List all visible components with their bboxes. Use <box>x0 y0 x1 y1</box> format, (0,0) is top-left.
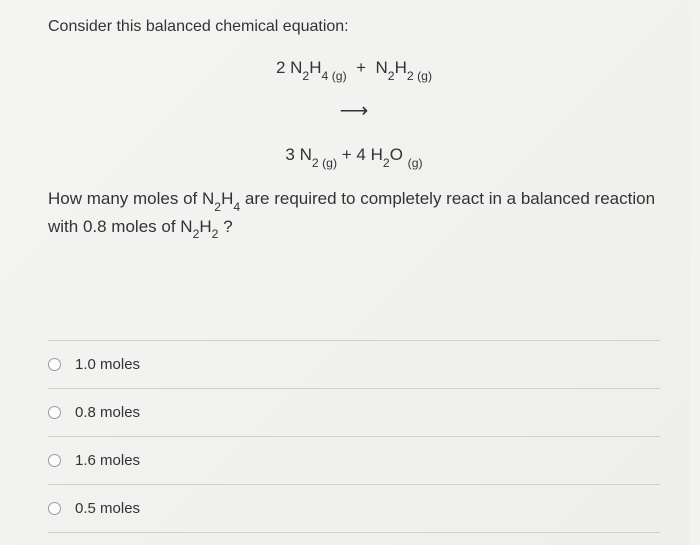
option-label: 0.8 moles <box>75 404 140 421</box>
equation-products: 3 N2 (g) + 4 H2O (g) <box>48 145 660 167</box>
option-row[interactable]: 0.8 moles <box>48 388 660 437</box>
option-row[interactable]: 1.6 moles <box>48 436 660 485</box>
question-text: How many moles of N2H4 are required to c… <box>48 186 660 241</box>
option-row[interactable]: 1.0 moles <box>48 340 660 389</box>
radio-icon[interactable] <box>48 502 61 515</box>
options-list: 1.0 moles 0.8 moles 1.6 moles 0.5 moles <box>48 340 660 533</box>
option-label: 0.5 moles <box>75 500 140 517</box>
equation-reactants: 2 N2H4 (g) + N2H2 (g) <box>48 58 660 80</box>
question-page: Consider this balanced chemical equation… <box>0 0 690 545</box>
radio-icon[interactable] <box>48 454 61 467</box>
radio-icon[interactable] <box>48 406 61 419</box>
option-label: 1.0 moles <box>75 356 140 373</box>
option-row[interactable]: 0.5 moles <box>48 484 660 533</box>
reaction-arrow: ⟶ <box>48 98 660 123</box>
option-label: 1.6 moles <box>75 452 140 469</box>
radio-icon[interactable] <box>48 358 61 371</box>
intro-text: Consider this balanced chemical equation… <box>48 18 660 36</box>
